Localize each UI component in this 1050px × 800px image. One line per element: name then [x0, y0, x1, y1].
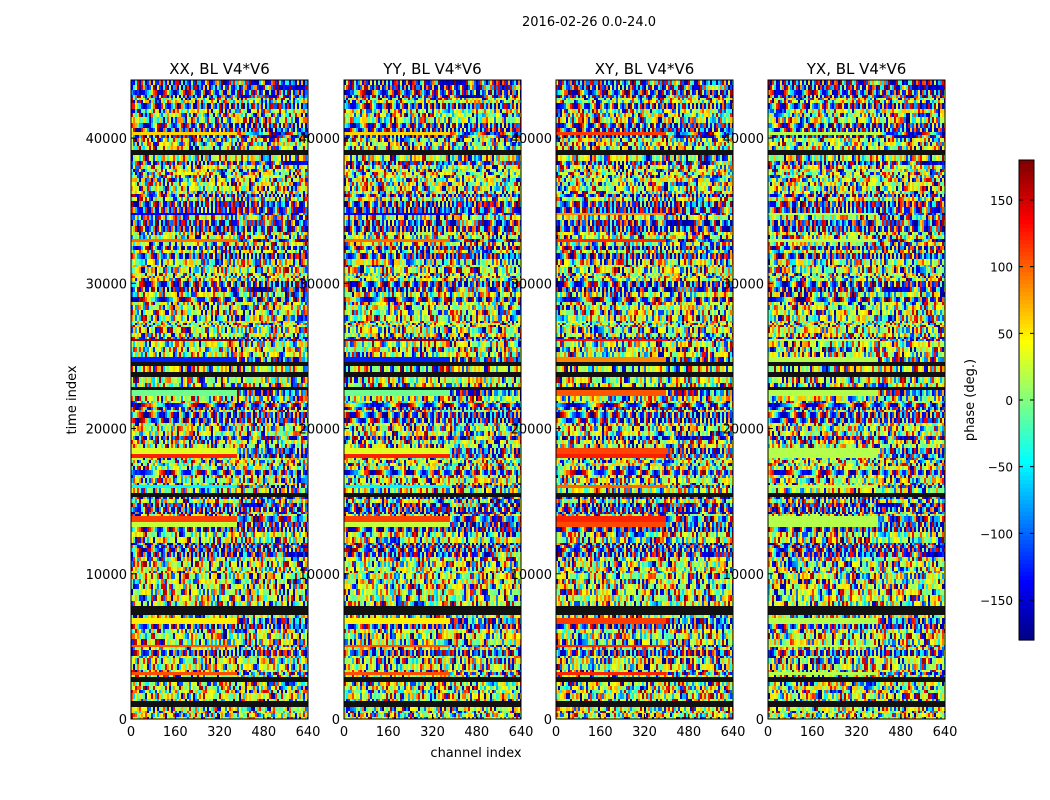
y-axis-label: time index	[65, 365, 80, 434]
x-tick-label: 320	[207, 725, 232, 740]
x-tick-label: 0	[552, 725, 560, 740]
panel-yy: YY, BL V4*V6 0 160 320 480 640 0 10000 20000 3000…	[299, 60, 534, 740]
x-tick-label: 640	[509, 725, 534, 740]
colorbar-tick-label: 50	[998, 327, 1013, 341]
x-tick-label: 320	[632, 725, 657, 740]
x-tick-label: 640	[933, 725, 958, 740]
colorbar-tick-label: −150	[980, 594, 1013, 608]
y-tick-label: 10000	[723, 568, 764, 583]
x-axis-label: channel index	[430, 746, 521, 761]
x-tick-label: 480	[464, 725, 489, 740]
x-tick-label: 160	[163, 725, 188, 740]
y-tick-label: 0	[544, 713, 552, 728]
x-tick-label: 480	[251, 725, 276, 740]
y-tick-label: 30000	[511, 277, 552, 292]
panel-xy: XY, BL V4*V6 0 160 320 480 640 0 10000 20000 3000…	[511, 60, 746, 740]
heatmap-xy	[556, 80, 733, 719]
x-tick-label: 640	[296, 725, 321, 740]
x-tick-label: 640	[721, 725, 746, 740]
colorbar-tick-label: −100	[980, 527, 1013, 541]
y-tick-label: 40000	[511, 132, 552, 147]
panel-xx: XX, BL V4*V6 0 160 320 480 640 0 10000 20000 3000…	[86, 60, 321, 740]
y-tick-label: 40000	[86, 132, 127, 147]
y-tick-label: 40000	[723, 132, 764, 147]
heatmap-xx	[131, 80, 308, 719]
panel-title: YY, BL V4*V6	[382, 60, 481, 78]
x-tick-label: 480	[676, 725, 701, 740]
x-tick-label: 0	[340, 725, 348, 740]
x-tick-label: 320	[420, 725, 445, 740]
x-tick-label: 160	[376, 725, 401, 740]
figure-suptitle: 2016-02-26 0.0-24.0	[522, 15, 656, 30]
x-tick-label: 160	[800, 725, 825, 740]
y-tick-label: 0	[756, 713, 764, 728]
colorbar: −150 −100 −50 0 50 100 150	[980, 159, 1035, 641]
y-tick-label: 30000	[723, 277, 764, 292]
panels: XX, BL V4*V6 0 160 320 480 640 0 10000 20000 3000…	[86, 60, 958, 740]
heatmap-yx	[768, 80, 945, 719]
y-tick-label: 0	[332, 713, 340, 728]
y-tick-label: 20000	[86, 423, 127, 438]
y-tick-label: 30000	[299, 277, 340, 292]
x-tick-label: 0	[127, 725, 135, 740]
y-tick-label: 20000	[511, 423, 552, 438]
panel-title: XY, BL V4*V6	[595, 60, 695, 78]
x-tick-label: 160	[588, 725, 613, 740]
colorbar-tick-label: 100	[990, 261, 1013, 275]
panel-title: XX, BL V4*V6	[169, 60, 270, 78]
y-tick-label: 10000	[511, 568, 552, 583]
x-tick-label: 320	[844, 725, 869, 740]
y-tick-label: 0	[119, 713, 127, 728]
panel-title: YX, BL V4*V6	[806, 60, 907, 78]
colorbar-tick-label: 0	[1005, 394, 1013, 408]
heatmap-yy	[344, 80, 521, 719]
colorbar-tick-label: 150	[990, 194, 1013, 208]
y-tick-label: 30000	[86, 277, 127, 292]
y-tick-label: 20000	[723, 423, 764, 438]
panel-yx: YX, BL V4*V6 0 160 320 480 640 0 10000 20000 3000…	[723, 60, 958, 740]
x-tick-label: 480	[888, 725, 913, 740]
colorbar-tick-label: −50	[988, 461, 1013, 475]
y-tick-label: 40000	[299, 132, 340, 147]
y-tick-label: 20000	[299, 423, 340, 438]
x-tick-label: 0	[764, 725, 772, 740]
colorbar-label: phase (deg.)	[963, 359, 978, 441]
y-tick-label: 10000	[86, 568, 127, 583]
y-tick-label: 10000	[299, 568, 340, 583]
